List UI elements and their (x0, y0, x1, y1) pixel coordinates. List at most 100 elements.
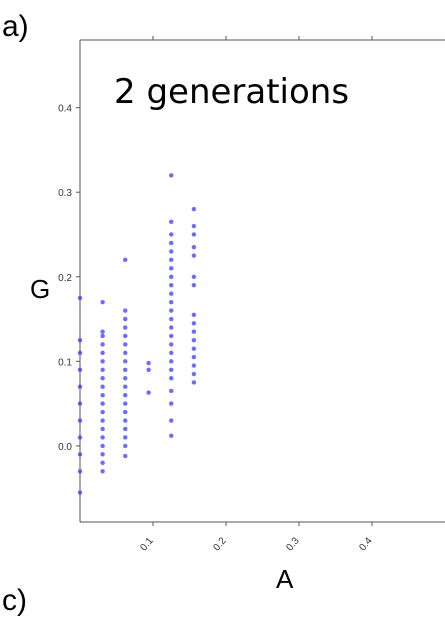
data-point (169, 219, 174, 225)
data-point (169, 291, 174, 296)
data-point (77, 452, 83, 457)
y-tick-label: 0.3 (58, 188, 72, 199)
data-point (100, 329, 105, 334)
data-point (100, 392, 105, 398)
data-point (77, 350, 83, 356)
data-point (123, 376, 128, 381)
figure: a) c) 0.0 0.1 0.2 0.3 0.4 0.1 0.2 0.3 0.4 2 gene… (2, 10, 445, 617)
y-tick-label: 0.1 (58, 357, 72, 368)
data-point (191, 223, 197, 229)
scatter-plot: 0.0 0.1 0.2 0.3 0.4 0.1 0.2 0.3 0.4 (58, 36, 445, 553)
data-point (169, 316, 174, 322)
data-point (191, 206, 197, 212)
data-point (123, 333, 128, 339)
data-point (123, 409, 128, 415)
data-point (169, 333, 174, 339)
data-point (169, 173, 174, 178)
data-point (100, 426, 105, 432)
data-point (191, 380, 197, 385)
data-point (191, 321, 197, 326)
data-point (123, 350, 128, 356)
data-point (169, 359, 174, 364)
data-point (100, 350, 105, 356)
data-point (169, 249, 174, 254)
data-point (77, 469, 83, 474)
data-point (191, 274, 197, 279)
y-axis-label: G (30, 274, 51, 304)
data-point (146, 367, 151, 372)
data-point (169, 299, 174, 305)
data-point (123, 316, 128, 322)
data-point (123, 443, 128, 449)
data-point (100, 342, 105, 347)
data-point (123, 257, 128, 263)
data-point (123, 308, 128, 313)
data-point (100, 367, 105, 372)
data-point (169, 274, 174, 279)
data-point (100, 452, 105, 457)
data-point (77, 295, 83, 301)
x-tick-label: 0.2 (211, 535, 229, 553)
data-point (169, 367, 174, 372)
data-point (191, 244, 197, 250)
data-point (123, 418, 128, 423)
data-point (77, 367, 83, 372)
chart-title: 2 generations (114, 72, 350, 112)
data-point (169, 350, 174, 356)
data-point (191, 337, 197, 343)
data-point (77, 384, 83, 389)
data-point (100, 409, 105, 415)
data-point (169, 418, 174, 423)
data-point (77, 401, 83, 406)
data-point (169, 283, 174, 288)
data-point (77, 435, 83, 440)
data-point (169, 232, 174, 237)
data-point (191, 232, 197, 237)
data-point (191, 354, 197, 360)
data-point (169, 342, 174, 347)
data-point (191, 312, 197, 318)
data-point (146, 360, 151, 366)
y-tick-label: 0.0 (58, 442, 72, 453)
data-point (169, 308, 174, 313)
data-point (100, 418, 105, 423)
x-tick-label: 0.1 (138, 535, 156, 553)
data-point (169, 388, 174, 394)
data-point (100, 443, 105, 449)
data-point (123, 453, 128, 459)
data-point (191, 329, 197, 334)
data-point (123, 435, 128, 440)
data-point (191, 253, 197, 258)
data-point (169, 266, 174, 271)
data-point (77, 418, 83, 423)
data-point (123, 359, 128, 364)
data-point (123, 325, 128, 330)
data-point (100, 401, 105, 406)
data-point (169, 401, 174, 406)
data-point (123, 401, 128, 406)
data-point (169, 325, 174, 330)
data-point (123, 384, 128, 389)
data-point (100, 384, 105, 389)
data-point (191, 363, 197, 368)
y-tick-label: 0.2 (58, 273, 72, 284)
data-point (191, 346, 197, 351)
panel-label-a: a) (2, 10, 29, 43)
data-point (77, 490, 83, 495)
data-point (100, 333, 105, 339)
x-axis-label: A (276, 564, 294, 594)
data-point (100, 435, 105, 440)
data-point (100, 359, 105, 364)
data-point (169, 376, 174, 381)
data-point (169, 257, 174, 263)
data-point (100, 469, 105, 474)
x-tick-label: 0.3 (284, 535, 302, 553)
data-point (100, 299, 105, 305)
data-point (169, 433, 174, 438)
y-tick-label: 0.4 (58, 104, 72, 115)
data-point (191, 283, 197, 288)
data-point (123, 342, 128, 347)
data-point (191, 371, 197, 377)
data-point (169, 240, 174, 246)
data-point (100, 460, 105, 466)
